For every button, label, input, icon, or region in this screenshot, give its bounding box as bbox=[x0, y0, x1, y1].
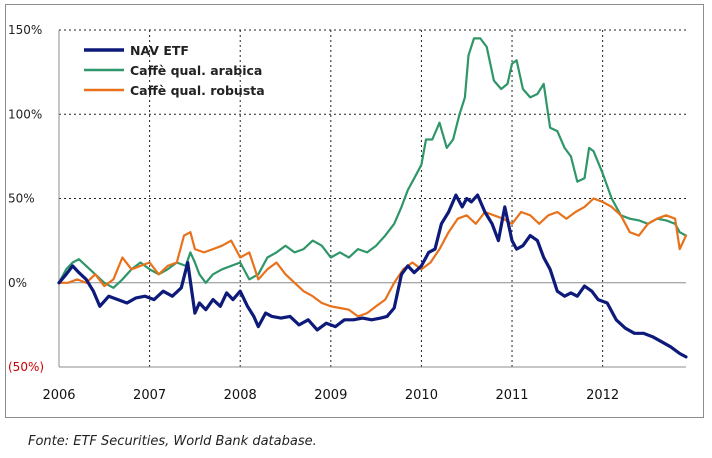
x-tick-label: 2009 bbox=[314, 388, 347, 403]
x-tick-label: 2012 bbox=[586, 388, 619, 403]
y-tick-label: 150% bbox=[8, 23, 42, 37]
line-chart: 150% 100% 50% 0% (50%) 2006 2007 2008 2009 2010 20… bbox=[8, 23, 688, 403]
x-tick-label: 2011 bbox=[495, 388, 528, 403]
x-tick-label: 2007 bbox=[133, 388, 166, 403]
y-tick-label: 0% bbox=[8, 276, 27, 290]
series-line-3 bbox=[57, 197, 688, 318]
legend-label-3: Caffè qual. robusta bbox=[130, 83, 265, 98]
y-tick-label: 100% bbox=[8, 107, 42, 121]
x-tick-label: 2008 bbox=[224, 388, 257, 403]
y-tick-label: (50%) bbox=[8, 360, 44, 374]
x-tick-label: 2010 bbox=[405, 388, 438, 403]
chart-frame: 150% 100% 50% 0% (50%) 2006 2007 2008 2009 2010 20… bbox=[5, 4, 704, 418]
legend-label-1: NAV ETF bbox=[130, 43, 189, 58]
source-note: Fonte: ETF Securities, World Bank databa… bbox=[28, 434, 317, 449]
y-tick-label: 50% bbox=[8, 192, 35, 206]
series-line-1 bbox=[57, 193, 688, 359]
legend-label-2: Caffè qual. arabica bbox=[130, 63, 262, 78]
x-tick-label: 2006 bbox=[42, 388, 75, 403]
